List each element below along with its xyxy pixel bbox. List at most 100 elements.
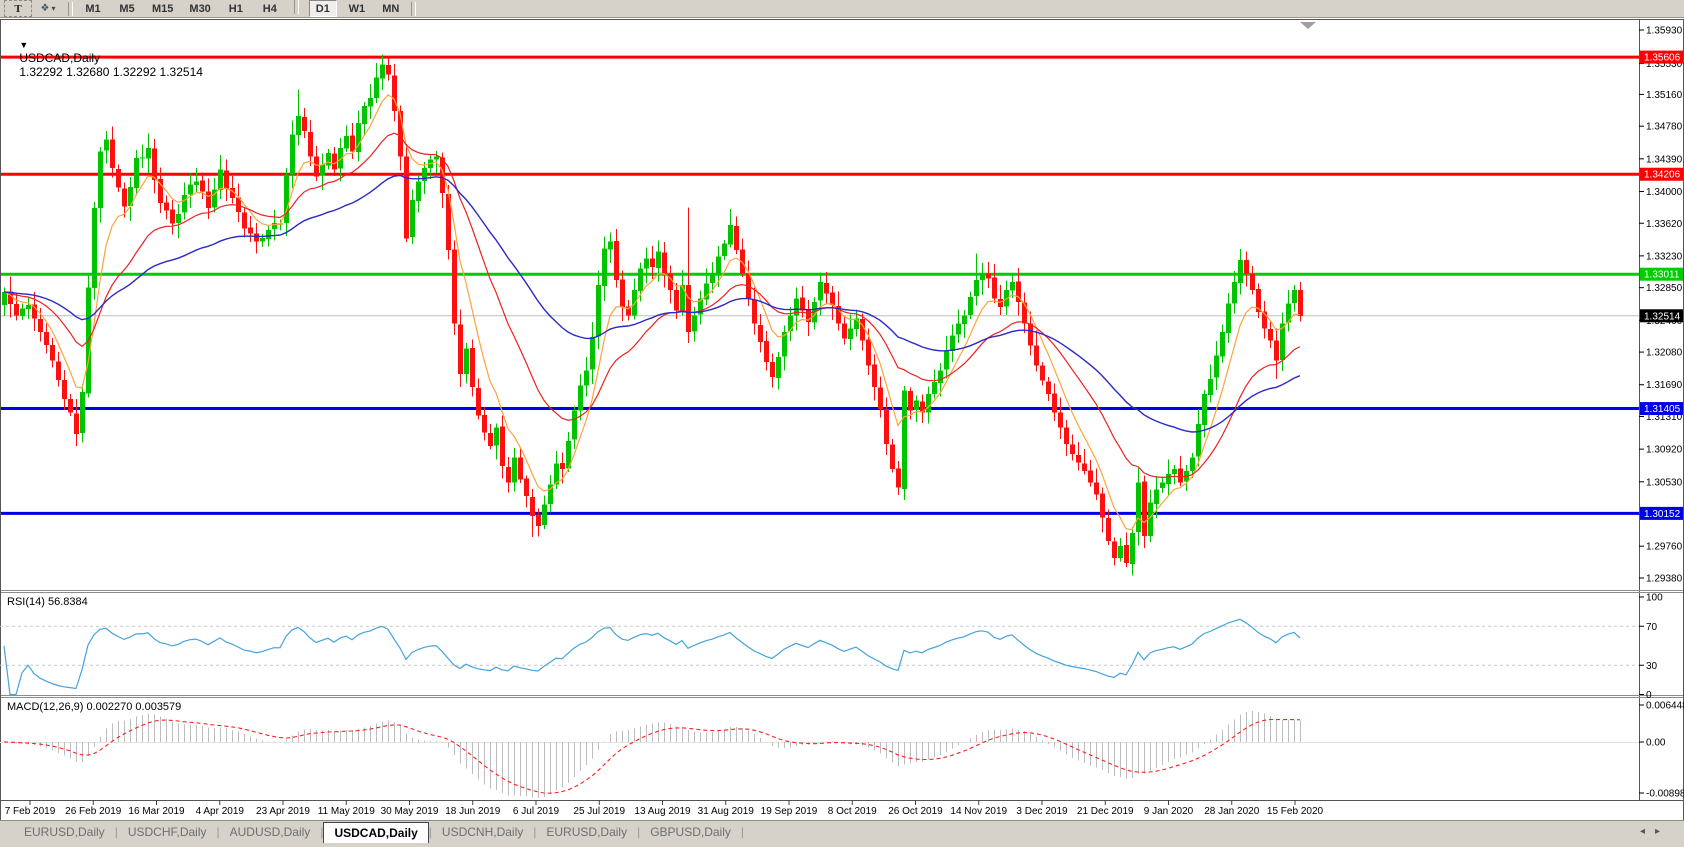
svg-text:11 May 2019: 11 May 2019 xyxy=(318,806,376,817)
rsi-pane: 100 70 30 0 xyxy=(0,593,1663,701)
timeframe-button-M1[interactable]: M1 xyxy=(85,2,101,15)
macd-histogram xyxy=(10,710,1301,798)
svg-text:1.33230: 1.33230 xyxy=(1646,251,1683,262)
svg-text:1.35530: 1.35530 xyxy=(1646,59,1683,70)
symbol-tab-usdchf-1[interactable]: USDCHF,Daily xyxy=(127,825,207,839)
svg-text:1.34000: 1.34000 xyxy=(1646,187,1683,198)
tab-separator: | xyxy=(114,825,118,839)
tab-separator: | xyxy=(216,825,220,839)
pointer-style-icon: ❖ xyxy=(40,3,50,14)
chart-background xyxy=(0,19,1684,820)
toolbar-separator xyxy=(410,1,416,16)
svg-text:0.006448: 0.006448 xyxy=(1646,701,1684,712)
tab-separator: | xyxy=(740,825,745,839)
symbol-ohlc-header: ▼ USDCAD,Daily 1.32292 1.32680 1.32292 1… xyxy=(6,23,203,93)
timeframe-button-M5[interactable]: M5 xyxy=(119,2,135,15)
symbol-tab-bar: EURUSD,Daily | USDCHF,Daily | AUDUSD,Daily | U… xyxy=(0,820,1684,847)
svg-text:25 Jul 2019: 25 Jul 2019 xyxy=(573,806,625,817)
svg-text:26 Oct 2019: 26 Oct 2019 xyxy=(888,806,943,817)
svg-text:1.29380: 1.29380 xyxy=(1646,573,1683,584)
timeframe-button-H4[interactable]: H4 xyxy=(262,2,277,15)
timeframe-button-D1[interactable]: D1 xyxy=(308,0,337,17)
price-badge-1.34206: 1.34206 xyxy=(1640,167,1683,181)
timeframe-buttons: M1 M5 M15 M30 H1 H4 D1 W1 MN xyxy=(79,0,405,17)
svg-text:1.34206: 1.34206 xyxy=(1644,170,1681,181)
toolbar-separator xyxy=(293,0,299,14)
price-badge-1.32514: 1.32514 xyxy=(1640,309,1683,323)
ohlc-open: 1.32292 xyxy=(19,65,63,79)
svg-text:15 Feb 2020: 15 Feb 2020 xyxy=(1267,806,1324,817)
tab-scroll-arrows: ◂▸ xyxy=(1640,821,1670,837)
timeframe-button-W1[interactable]: W1 xyxy=(348,2,366,15)
svg-text:1.35606: 1.35606 xyxy=(1644,53,1681,64)
svg-text:14 Nov 2019: 14 Nov 2019 xyxy=(950,806,1007,817)
svg-text:28 Jan 2020: 28 Jan 2020 xyxy=(1204,806,1259,817)
tab-separator: | xyxy=(320,825,324,839)
symbol-tab-eurusd-0[interactable]: EURUSD,Daily xyxy=(24,825,105,839)
svg-text:70: 70 xyxy=(1646,622,1658,633)
ohlc-close: 1.32514 xyxy=(159,65,203,79)
svg-text:1.31405: 1.31405 xyxy=(1644,404,1681,415)
candlestick-series xyxy=(2,54,1303,576)
tab-scroll-left-icon[interactable]: ◂ xyxy=(1639,826,1655,837)
svg-text:1.30920: 1.30920 xyxy=(1646,445,1683,456)
date-axis: 7 Feb 2019 26 Feb 2019 16 Mar 2019 4 Apr 20… xyxy=(5,800,1324,817)
collapse-triangle-icon[interactable]: ▼ xyxy=(19,40,29,50)
symbol-tab-usdcnh-4[interactable]: USDCNH,Daily xyxy=(441,825,524,839)
svg-text:3 Dec 2019: 3 Dec 2019 xyxy=(1016,806,1068,817)
svg-text:1.33620: 1.33620 xyxy=(1646,219,1683,230)
rsi-line xyxy=(3,618,1301,696)
svg-text:8 Oct 2019: 8 Oct 2019 xyxy=(828,806,877,817)
svg-text:1.34780: 1.34780 xyxy=(1646,122,1683,133)
svg-text:1.31310: 1.31310 xyxy=(1646,412,1683,423)
svg-text:1.30530: 1.30530 xyxy=(1646,477,1683,488)
svg-text:0.00: 0.00 xyxy=(1646,738,1666,749)
svg-text:30 May 2019: 30 May 2019 xyxy=(381,806,439,817)
svg-text:18 Jun 2019: 18 Jun 2019 xyxy=(445,806,500,817)
svg-text:30: 30 xyxy=(1646,661,1658,672)
chevron-down-icon: ▾ xyxy=(51,4,56,13)
horizontal-level-lines xyxy=(0,55,1639,515)
price-badge-1.33011: 1.33011 xyxy=(1640,267,1683,281)
svg-text:1.34390: 1.34390 xyxy=(1646,154,1683,165)
symbol-tab-audusd-2[interactable]: AUDUSD,Daily xyxy=(229,825,311,839)
svg-text:9 Jan 2020: 9 Jan 2020 xyxy=(1144,806,1194,817)
timeframe-button-MN[interactable]: MN xyxy=(382,2,400,15)
tab-scroll-right-icon[interactable]: ▸ xyxy=(1654,826,1670,837)
moving-average-21 xyxy=(3,132,1301,479)
svg-text:1.32850: 1.32850 xyxy=(1646,283,1683,294)
svg-text:4 Apr 2019: 4 Apr 2019 xyxy=(196,806,245,817)
price-badge-1.31405: 1.31405 xyxy=(1640,402,1683,416)
tabs: EURUSD,Daily | USDCHF,Daily | AUDUSD,Daily | U… xyxy=(14,821,744,843)
symbol-tab-eurusd-5[interactable]: EURUSD,Daily xyxy=(546,825,628,839)
svg-text:23 Apr 2019: 23 Apr 2019 xyxy=(256,806,310,817)
timeframe-button-M30[interactable]: M30 xyxy=(189,2,211,15)
svg-text:1.35930: 1.35930 xyxy=(1646,26,1683,37)
text-tool-button[interactable]: T xyxy=(4,0,32,17)
ohlc-high: 1.32680 xyxy=(66,65,110,79)
timeframe-button-H1[interactable]: H1 xyxy=(228,2,243,15)
chart-shift-marker[interactable] xyxy=(1300,22,1316,29)
svg-text:6 Jul 2019: 6 Jul 2019 xyxy=(513,806,560,817)
symbol-tab-usdcad-3[interactable]: USDCAD,Daily xyxy=(323,822,429,843)
svg-text:16 Mar 2019: 16 Mar 2019 xyxy=(128,806,185,817)
ohlc-low: 1.32292 xyxy=(112,65,157,79)
svg-text:1.29760: 1.29760 xyxy=(1646,542,1683,553)
svg-text:1.31690: 1.31690 xyxy=(1646,380,1683,391)
svg-text:1.32080: 1.32080 xyxy=(1646,348,1683,359)
svg-text:26 Feb 2019: 26 Feb 2019 xyxy=(65,806,122,817)
symbol-title: USDCAD,Daily xyxy=(19,51,101,65)
rsi-indicator-label: RSI(14) 56.8384 xyxy=(7,596,88,608)
timeframe-toolbar: T ❖ ▾ M1 M5 M15 M30 H1 H4 D1 W1 MN xyxy=(0,0,1684,18)
timeframe-button-M15[interactable]: M15 xyxy=(152,2,174,15)
tab-separator: | xyxy=(533,825,537,839)
symbol-tab-gbpusd-6[interactable]: GBPUSD,Daily xyxy=(650,825,731,839)
svg-text:100: 100 xyxy=(1646,593,1663,604)
tab-separator: | xyxy=(428,825,432,839)
macd-pane: 0.006448 0.00 -0.008982 xyxy=(0,701,1684,800)
pointer-style-button[interactable]: ❖ ▾ xyxy=(34,0,62,17)
svg-text:1.30152: 1.30152 xyxy=(1644,509,1681,520)
moving-average-50 xyxy=(3,174,1301,433)
